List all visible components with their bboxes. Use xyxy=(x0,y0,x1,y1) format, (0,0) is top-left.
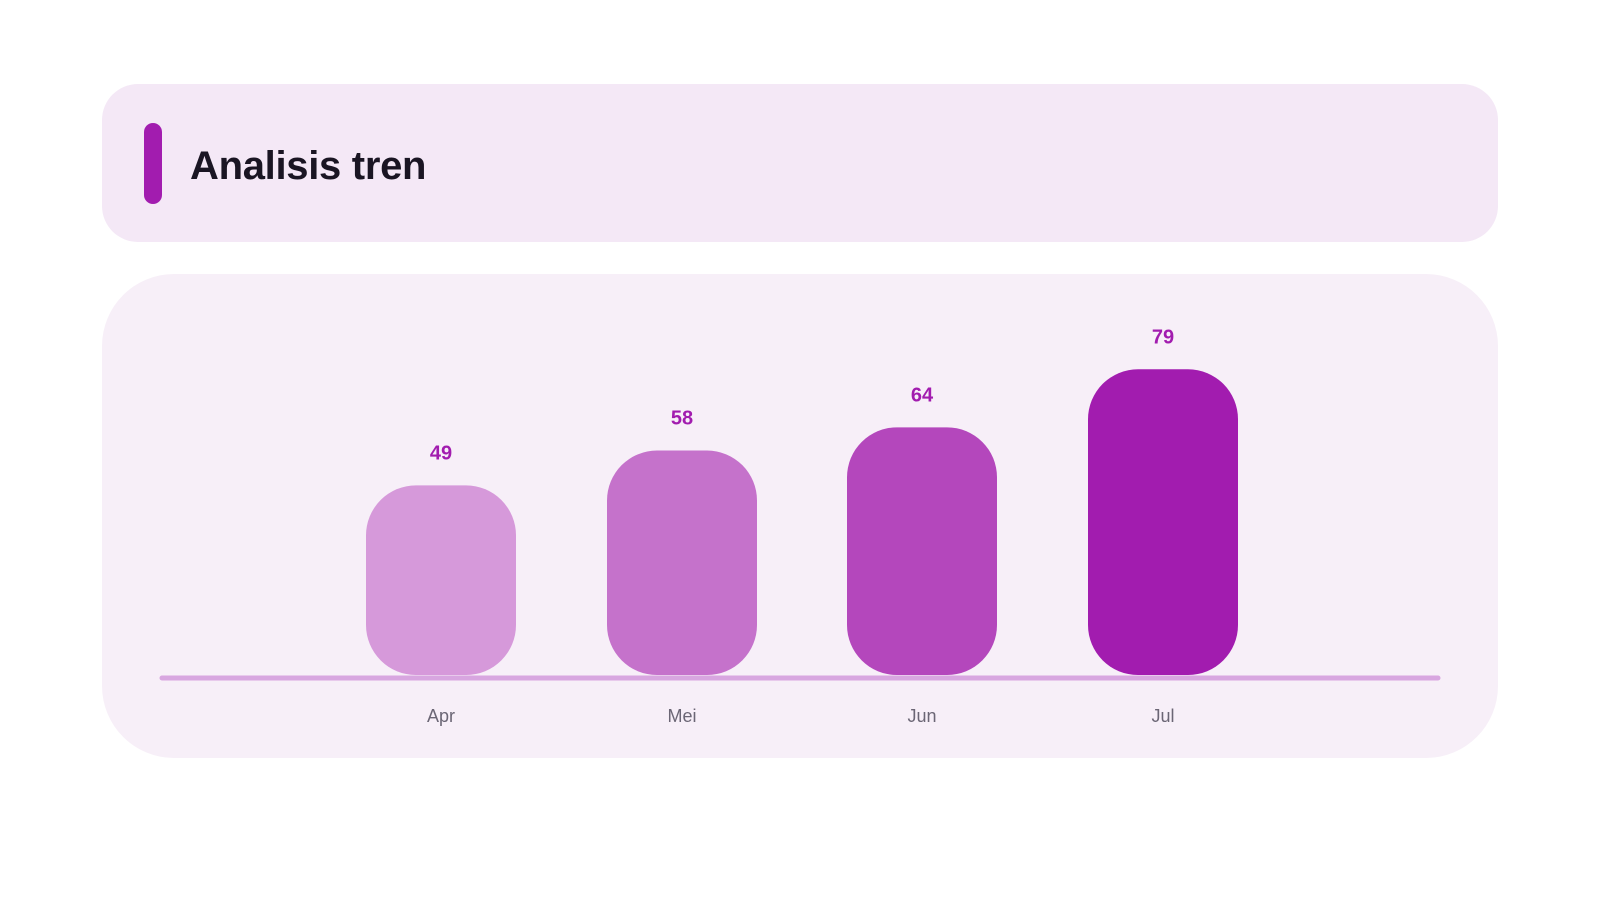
title-card: Analisis tren xyxy=(102,84,1498,242)
bar-jun xyxy=(847,427,997,675)
value-label-apr: 49 xyxy=(430,442,452,464)
value-label-jun: 64 xyxy=(911,384,934,406)
value-label-jul: 79 xyxy=(1152,326,1174,348)
value-labels-group: 49 58 64 79 xyxy=(430,326,1174,464)
bar-apr xyxy=(366,485,516,675)
value-label-mei: 58 xyxy=(671,408,693,430)
bar-mei xyxy=(607,450,757,675)
x-tick-label-mei: Mei xyxy=(667,706,696,726)
title-accent-bar xyxy=(144,123,162,204)
x-tick-label-apr: Apr xyxy=(427,706,455,726)
bar-jul xyxy=(1088,369,1238,675)
page-title: Analisis tren xyxy=(190,144,427,188)
x-tick-label-jun: Jun xyxy=(907,706,936,726)
x-tick-label-jul: Jul xyxy=(1151,706,1174,726)
bars-group xyxy=(366,369,1238,675)
x-tick-labels-group: Apr Mei Jun Jul xyxy=(427,706,1175,726)
